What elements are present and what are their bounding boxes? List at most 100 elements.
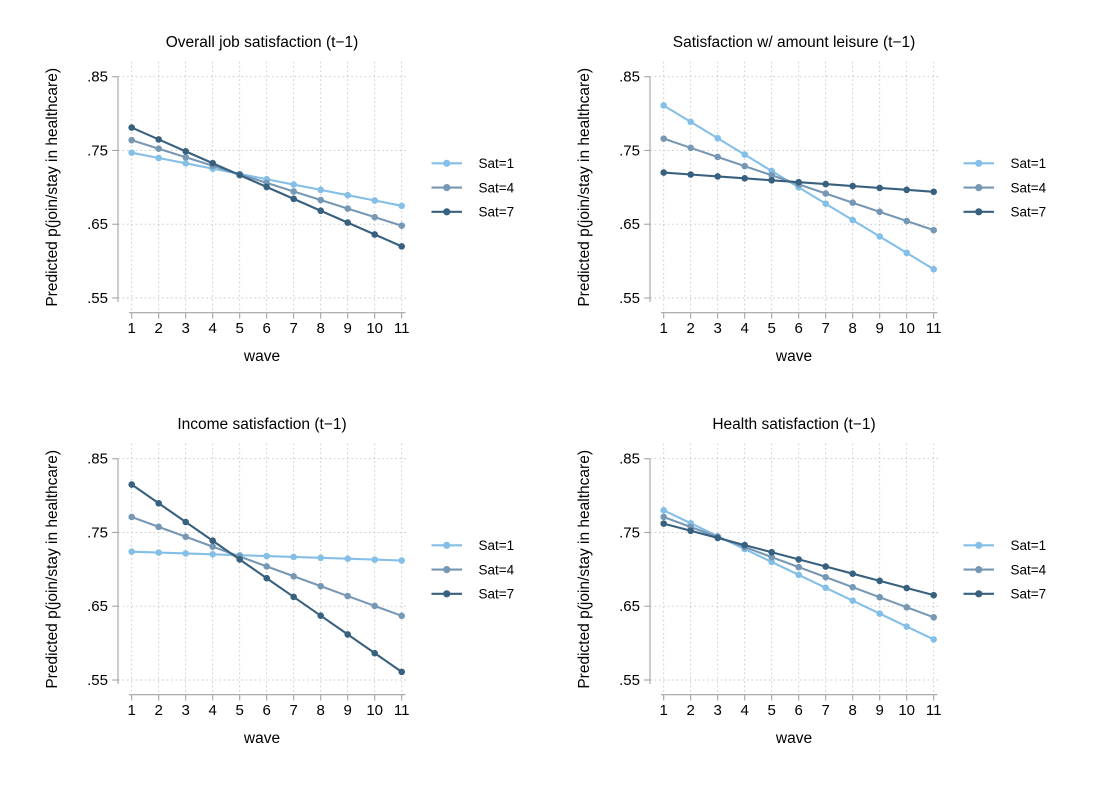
series-sat-1 (128, 149, 406, 210)
x-tick-label: 9 (344, 702, 352, 719)
y-tick-label: .55 (619, 290, 640, 307)
data-point-marker (317, 582, 325, 590)
x-tick-label: 6 (263, 702, 271, 719)
y-tick-label: .75 (87, 142, 108, 159)
y-tick-label: .65 (619, 216, 640, 233)
data-point-marker (398, 668, 406, 676)
panel-overall-job-satisfaction: .85 .75 .65 .55 1 2 3 4 5 6 7 8 9 10 11 Overall job sat… (0, 0, 550, 400)
data-point-marker (903, 186, 910, 194)
legend-label: Sat=4 (1011, 562, 1047, 577)
chart-svg: .85 .75 .65 .55 1 2 3 4 5 6 7 8 9 10 11 Overall job sat… (44, 34, 515, 365)
legend-swatch-marker (975, 208, 983, 216)
legend-item-sat-7: Sat=7 (431, 587, 514, 602)
panel-title: Income satisfaction (t−1) (177, 416, 346, 433)
data-point-marker (182, 148, 189, 155)
panel-income-satisfaction: .85 .75 .65 .55 1 2 3 4 5 6 7 8 9 10 11 Income satisfac… (0, 382, 550, 782)
data-point-marker (182, 160, 189, 167)
legend-item-sat-1: Sat=1 (431, 538, 515, 553)
data-point-marker (660, 520, 667, 527)
data-point-marker (182, 550, 189, 557)
data-point-marker (371, 213, 379, 221)
x-tick-label: 9 (344, 320, 352, 337)
data-point-marker (317, 186, 325, 194)
x-tick-label: 2 (155, 320, 163, 337)
x-tick-label: 2 (687, 702, 695, 719)
legend-swatch-marker (975, 541, 983, 549)
x-tick-label: 7 (290, 702, 298, 719)
data-point-marker (128, 136, 135, 144)
data-point-marker (903, 623, 910, 630)
x-tick-label: 1 (660, 702, 668, 719)
series-sat-1 (128, 548, 406, 564)
data-point-marker (371, 197, 379, 204)
data-point-marker (822, 563, 829, 570)
data-point-marker (768, 553, 775, 561)
y-axis: .85 .75 .65 .55 (619, 451, 651, 689)
data-point-marker (660, 507, 667, 514)
data-point-marker (290, 181, 298, 188)
legend-label: Sat=1 (1011, 156, 1047, 171)
legend-swatch-marker (443, 541, 451, 549)
data-point-marker (876, 610, 883, 617)
x-tick-label: 9 (876, 320, 884, 337)
data-point-marker (236, 171, 243, 179)
x-axis: 1 2 3 4 5 6 7 8 9 10 11 (660, 312, 941, 337)
x-tick-label: 7 (290, 320, 298, 337)
x-axis-title: wave (243, 348, 280, 365)
data-point-marker (714, 134, 721, 142)
data-point-marker (128, 124, 135, 131)
data-point-marker (768, 176, 775, 184)
data-point-marker (317, 207, 325, 215)
x-tick-label: 11 (394, 702, 410, 719)
legend-item-sat-1: Sat=1 (963, 538, 1046, 553)
data-point-marker (714, 534, 721, 542)
legend-item-sat-4: Sat=4 (963, 562, 1047, 577)
y-tick-label: .85 (87, 69, 108, 86)
data-point-marker (398, 243, 406, 250)
x-tick-label: 1 (128, 320, 136, 337)
panel-leisure-satisfaction: .85 .75 .65 .55 1 2 3 4 5 6 7 8 9 10 11 Satisfaction w/… (532, 0, 1082, 400)
data-point-marker (714, 153, 721, 161)
x-tick-label: 10 (898, 320, 915, 337)
series-sat-7 (128, 124, 406, 250)
data-point-marker (930, 265, 937, 273)
data-point-marker (795, 556, 802, 563)
data-point-marker (398, 557, 406, 564)
legend-item-sat-7: Sat=7 (431, 205, 514, 220)
x-tick-label: 9 (876, 702, 884, 719)
data-point-marker (209, 159, 216, 167)
y-tick-label: .55 (87, 672, 108, 689)
data-point-marker (344, 555, 352, 563)
data-point-marker (849, 199, 856, 206)
x-tick-label: 11 (394, 320, 410, 337)
legend-item-sat-7: Sat=7 (963, 587, 1046, 602)
y-tick-label: .65 (87, 216, 108, 233)
x-tick-label: 7 (822, 702, 830, 719)
x-tick-label: 6 (795, 320, 803, 337)
data-point-marker (371, 602, 379, 610)
data-point-marker (398, 612, 406, 620)
y-axis-title: Predicted p(join/stay in healthcare) (44, 68, 61, 307)
x-axis-title: wave (775, 730, 812, 747)
data-point-marker (128, 513, 135, 521)
data-point-marker (290, 553, 298, 561)
y-tick-label: .75 (87, 524, 108, 541)
x-tick-label: 4 (741, 702, 749, 719)
data-point-marker (155, 136, 162, 143)
legend-label: Sat=1 (479, 538, 515, 553)
data-point-marker (822, 573, 829, 581)
data-point-marker (930, 636, 937, 643)
data-point-marker (849, 570, 856, 578)
y-tick-label: .85 (619, 451, 640, 468)
chart-svg: .85 .75 .65 .55 1 2 3 4 5 6 7 8 9 10 11 Health satisfac… (576, 416, 1047, 747)
data-point-marker (876, 577, 883, 585)
legend-label: Sat=4 (1011, 180, 1047, 195)
data-point-marker (263, 552, 271, 560)
data-point-marker (768, 558, 775, 566)
legend-swatch-marker (975, 590, 983, 598)
data-point-marker (876, 233, 883, 240)
data-point-marker (660, 513, 667, 521)
data-point-marker (822, 584, 829, 592)
legend-item-sat-4: Sat=4 (963, 180, 1047, 195)
